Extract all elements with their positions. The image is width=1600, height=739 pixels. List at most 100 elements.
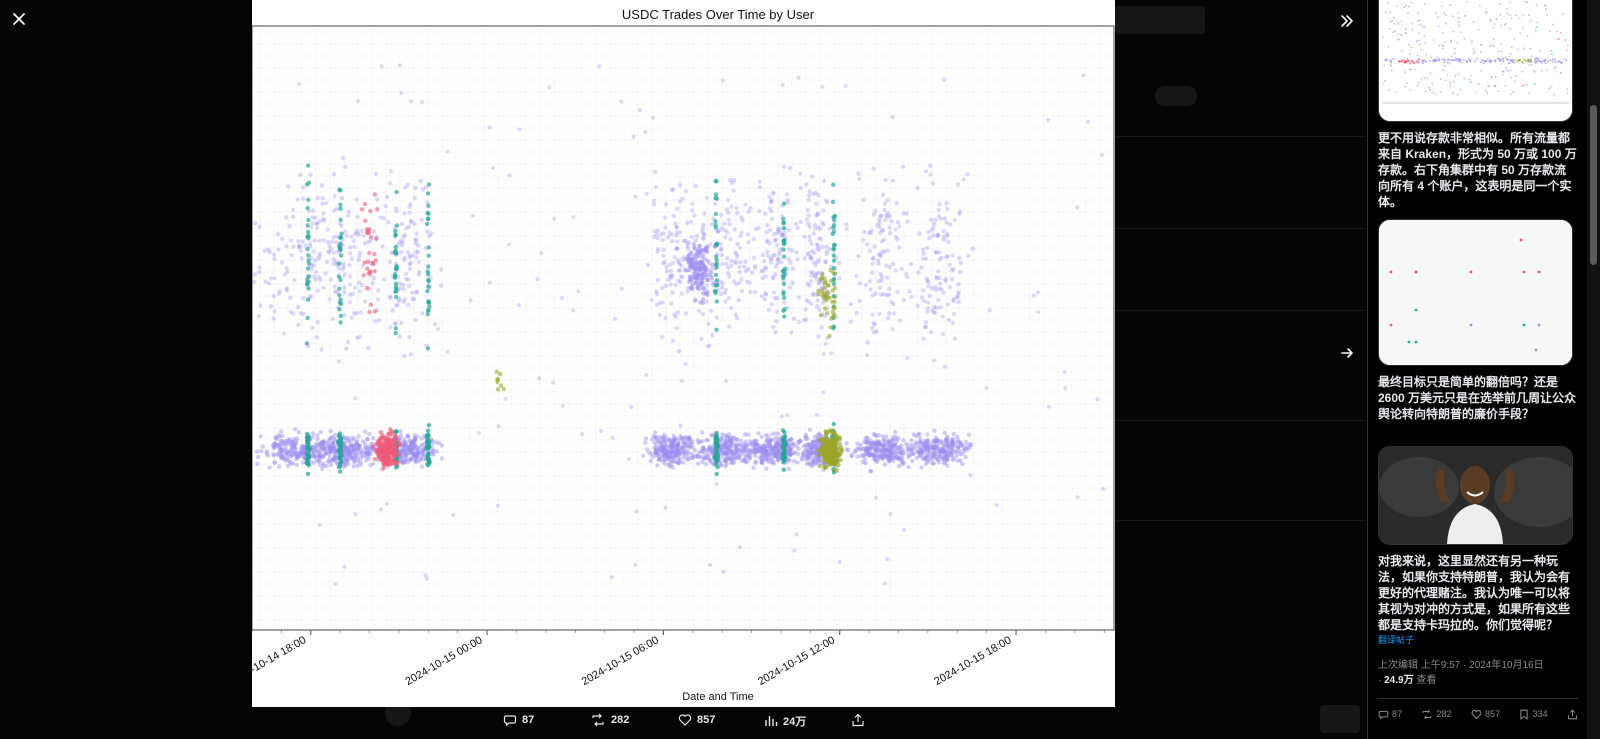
thumb-point xyxy=(1506,8,1508,10)
post-meta: 上次编辑 上午9:57 · 2024年10月16日 · 24.9万 查看 xyxy=(1378,660,1544,686)
trade-point xyxy=(767,446,772,451)
trade-point xyxy=(416,272,422,277)
trade-point xyxy=(670,232,675,237)
trade-point xyxy=(732,436,737,441)
trade-point xyxy=(668,275,674,280)
trade-point xyxy=(651,234,657,240)
trade-point xyxy=(871,456,877,461)
trade-point xyxy=(265,453,271,458)
trade-point xyxy=(834,459,840,464)
trade-point xyxy=(297,450,303,455)
trade-point xyxy=(311,452,316,457)
trade-point xyxy=(677,457,682,462)
trade-point xyxy=(724,441,729,447)
post-sidebar xyxy=(1367,0,1600,739)
trade-point xyxy=(861,197,866,202)
divider xyxy=(1378,698,1578,699)
thumb-point xyxy=(1445,22,1447,25)
trade-point xyxy=(880,249,885,255)
trade-point xyxy=(943,278,948,283)
trade-point xyxy=(746,432,751,437)
trade-point xyxy=(922,446,928,452)
thumb-point xyxy=(1452,30,1455,33)
trade-point xyxy=(571,215,576,220)
trade-point xyxy=(805,450,810,456)
trade-point xyxy=(690,452,695,457)
trade-point xyxy=(321,438,326,444)
double-chevron-right-icon[interactable] xyxy=(1334,8,1360,34)
thumbnail-scatter-chart[interactable] xyxy=(1378,0,1573,122)
reply-button[interactable]: 87 xyxy=(1378,706,1402,722)
trade-point xyxy=(883,448,889,453)
translate-post-link[interactable]: 翻译帖子 xyxy=(1378,635,1415,645)
like-button[interactable]: 857 xyxy=(1471,706,1500,722)
trade-point xyxy=(690,440,695,445)
trade-point xyxy=(949,448,955,453)
trade-point xyxy=(947,445,952,451)
trade-point xyxy=(759,458,764,463)
trade-point xyxy=(881,452,887,457)
trade-point xyxy=(660,459,665,464)
trade-point xyxy=(411,445,416,451)
trade-point xyxy=(721,569,726,574)
trade-point xyxy=(874,329,879,334)
share-button[interactable] xyxy=(1567,706,1578,722)
sidebar-scrollbar[interactable] xyxy=(1587,0,1600,739)
thumb-point xyxy=(1446,61,1449,64)
thumbnail-dot-chart[interactable] xyxy=(1378,219,1573,366)
trade-point xyxy=(759,294,764,299)
share-button[interactable] xyxy=(851,713,865,727)
arrow-right-icon[interactable] xyxy=(1334,340,1360,366)
trade-point xyxy=(884,292,889,298)
trade-point xyxy=(724,434,730,440)
trade-point xyxy=(778,230,783,236)
repost-button[interactable]: 282 xyxy=(1421,706,1452,722)
trade-point xyxy=(704,438,709,443)
trade-point xyxy=(653,185,658,190)
trade-point xyxy=(708,563,712,567)
trade-point xyxy=(801,444,806,449)
trade-point xyxy=(664,451,669,456)
scrollbar-thumb[interactable] xyxy=(1590,105,1597,265)
ghost-divider xyxy=(1115,310,1365,311)
trade-point xyxy=(345,450,350,455)
trade-point xyxy=(673,436,678,441)
trade-point xyxy=(726,270,731,276)
trade-point xyxy=(368,302,374,307)
trade-point xyxy=(705,258,710,264)
trade-point xyxy=(414,289,420,294)
trade-point xyxy=(719,438,724,443)
trade-point xyxy=(958,458,963,463)
trade-point xyxy=(729,204,734,209)
trade-point xyxy=(399,452,405,458)
trade-point xyxy=(934,305,939,311)
views-button[interactable]: 24万 xyxy=(764,713,806,729)
trade-point xyxy=(397,63,402,68)
thumb-point xyxy=(1521,70,1524,73)
trade-point xyxy=(677,261,682,267)
trade-point xyxy=(857,176,862,181)
trade-point xyxy=(935,443,940,448)
trade-point xyxy=(342,446,348,451)
thumbnail-photo[interactable] xyxy=(1378,446,1573,545)
trade-point xyxy=(807,453,812,458)
trade-point xyxy=(322,446,328,452)
like-button[interactable]: 857 xyxy=(678,713,715,727)
trade-point xyxy=(923,456,929,461)
trade-point xyxy=(760,449,765,454)
trade-point xyxy=(726,440,732,445)
trade-point xyxy=(346,456,352,461)
reply-button[interactable]: 87 xyxy=(503,713,534,727)
close-icon[interactable] xyxy=(7,7,31,31)
trade-point xyxy=(956,290,961,295)
trade-point xyxy=(968,473,973,477)
trade-point xyxy=(675,445,680,450)
trade-point xyxy=(688,250,694,255)
trade-point xyxy=(773,272,778,277)
thumb-point xyxy=(1530,64,1533,66)
repost-button[interactable]: 282 xyxy=(590,713,629,727)
bookmark-button[interactable]: 334 xyxy=(1519,706,1548,722)
trade-point xyxy=(935,438,941,443)
trade-point xyxy=(290,461,296,466)
chart-image[interactable]: USDC Trades Over Time by User 2024-10-14… xyxy=(252,0,1115,707)
